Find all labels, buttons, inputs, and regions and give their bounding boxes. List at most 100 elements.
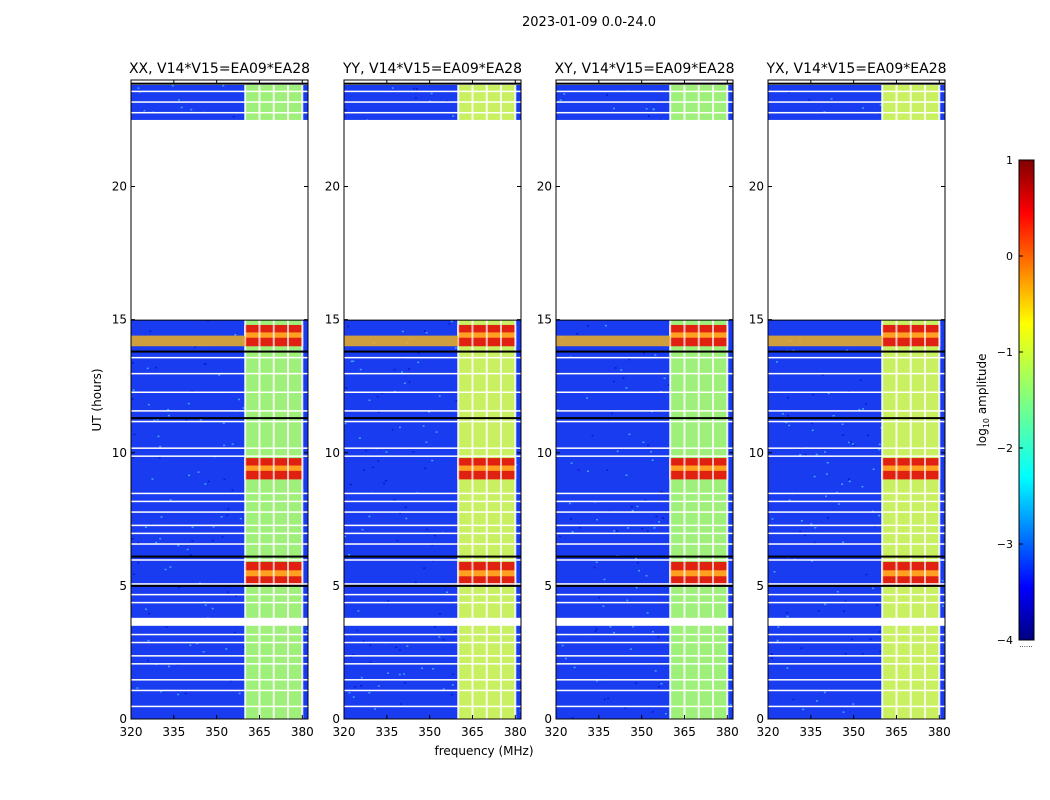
heatmap-speckle bbox=[625, 387, 628, 389]
heatmap-speckle bbox=[641, 528, 644, 530]
data-gap bbox=[131, 80, 308, 85]
heatmap-speckle bbox=[177, 99, 180, 101]
y-tick-label: 20 bbox=[112, 180, 127, 194]
colorbar-tick-label: −2 bbox=[997, 442, 1013, 455]
heatmap-speckle bbox=[387, 672, 390, 674]
x-tick-label: 365 bbox=[673, 725, 696, 739]
heatmap-speckle bbox=[132, 389, 135, 391]
flagged-row bbox=[768, 543, 945, 545]
colorbar-label-rest: amplitude bbox=[975, 354, 989, 418]
data-gap bbox=[344, 80, 521, 85]
heatmap-speckle bbox=[363, 469, 366, 471]
heatmap-speckle bbox=[872, 468, 875, 470]
band-stripe bbox=[471, 80, 474, 719]
heatmap-speckle bbox=[176, 663, 179, 666]
heatmap-speckle bbox=[393, 498, 396, 501]
x-tick-label: 320 bbox=[120, 725, 143, 739]
flagged-row bbox=[768, 101, 945, 103]
heatmap-speckle bbox=[197, 471, 200, 473]
heatmap-speckle bbox=[430, 92, 433, 95]
colorbar-label-log: log bbox=[975, 428, 989, 446]
band-stripe bbox=[895, 324, 898, 347]
heatmap-speckle bbox=[787, 414, 790, 417]
heatmap-speckle bbox=[866, 434, 869, 437]
heatmap-speckle bbox=[622, 377, 625, 379]
heatmap-speckle bbox=[848, 480, 851, 483]
scan-separator bbox=[556, 82, 733, 85]
band-stripe bbox=[244, 561, 247, 586]
x-axis-label: frequency (MHz) bbox=[434, 744, 533, 758]
heatmap-speckle bbox=[878, 443, 881, 446]
heatmap-speckle bbox=[425, 331, 428, 334]
heatmap-speckle bbox=[557, 371, 559, 374]
heatmap-speckle bbox=[232, 116, 235, 118]
heatmap-speckle bbox=[235, 595, 238, 597]
heatmap-speckle bbox=[836, 591, 839, 593]
flagged-row bbox=[131, 601, 308, 604]
heatmap-speckle bbox=[776, 639, 779, 642]
heatmap-speckle bbox=[455, 400, 458, 402]
band-stripe bbox=[287, 324, 290, 347]
heatmap-speckle bbox=[374, 708, 377, 710]
colorbar-label: log10 amplitude bbox=[975, 354, 991, 447]
band-stripe bbox=[712, 80, 715, 719]
scan-separator bbox=[131, 82, 308, 85]
heatmap-speckle bbox=[788, 499, 791, 501]
heatmap-speckle bbox=[404, 682, 407, 684]
band-stripe bbox=[881, 561, 884, 586]
heatmap-speckle bbox=[211, 539, 214, 542]
heatmap-speckle bbox=[344, 535, 346, 538]
flagged-row bbox=[556, 583, 733, 585]
heatmap-speckle bbox=[169, 566, 172, 568]
heatmap-speckle bbox=[347, 325, 350, 328]
heatmap-speckle bbox=[223, 478, 226, 481]
heatmap-speckle bbox=[445, 100, 448, 102]
heatmap-speckle bbox=[358, 437, 361, 439]
heatmap-speckle bbox=[131, 538, 134, 540]
heatmap-speckle bbox=[786, 615, 789, 618]
flagged-row bbox=[344, 593, 521, 596]
heatmap-speckle bbox=[137, 542, 140, 544]
colorbar-tick-label: −4 bbox=[997, 634, 1013, 647]
heatmap-speckle bbox=[852, 443, 854, 445]
heatmap-speckle bbox=[804, 534, 806, 537]
y-tick-label: 5 bbox=[756, 579, 764, 593]
heatmap-streak bbox=[556, 335, 671, 347]
x-tick-label: 335 bbox=[375, 725, 398, 739]
heatmap-speckle bbox=[729, 703, 732, 706]
heatmap-speckle bbox=[132, 456, 135, 459]
heatmap-speckle bbox=[878, 514, 880, 517]
heatmap-speckle bbox=[398, 673, 401, 676]
heatmap-speckle bbox=[771, 657, 774, 659]
colorbar: 10−1−2−3−4 log10 amplitude ...... bbox=[975, 154, 1035, 649]
heatmap-speckle bbox=[354, 686, 357, 688]
panel-frame bbox=[767, 79, 946, 720]
heatmap-speckle bbox=[826, 462, 829, 464]
flagged-row bbox=[556, 372, 733, 375]
heatmap-speckle bbox=[624, 707, 627, 709]
flagged-row bbox=[131, 524, 308, 527]
band-stripe bbox=[895, 458, 898, 480]
heatmap-speckle bbox=[852, 444, 855, 446]
flagged-row bbox=[131, 410, 308, 412]
flagged-row bbox=[556, 524, 733, 527]
heatmap-speckle bbox=[658, 685, 661, 688]
band-stripe bbox=[669, 458, 672, 480]
flagged-row bbox=[344, 500, 521, 503]
x-tick-label: 350 bbox=[842, 725, 865, 739]
heatmap-speckle bbox=[202, 651, 205, 653]
heatmap-speckle bbox=[810, 523, 813, 525]
band-stripe bbox=[712, 561, 715, 586]
band-stripe bbox=[244, 80, 247, 719]
band-stripe bbox=[909, 80, 912, 719]
band-stripe bbox=[938, 561, 941, 586]
flagged-row bbox=[131, 455, 308, 457]
heatmap-speckle bbox=[777, 626, 780, 628]
flagged-row bbox=[556, 420, 733, 423]
band-stripe bbox=[683, 80, 686, 719]
heatmap-speckle bbox=[352, 360, 355, 362]
band-stripe bbox=[697, 561, 700, 586]
heatmap-speckle bbox=[145, 608, 147, 610]
band-stripe bbox=[697, 458, 700, 480]
heatmap-speckle bbox=[225, 648, 228, 650]
